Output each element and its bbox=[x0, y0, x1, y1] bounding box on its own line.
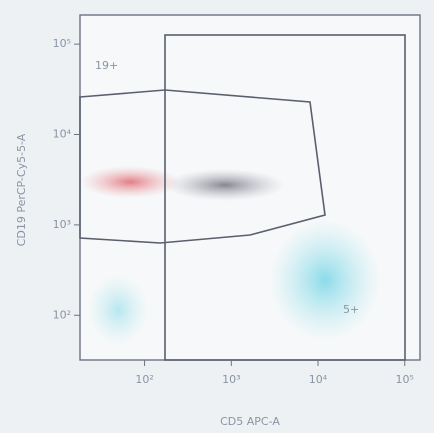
annotation: 19+ bbox=[95, 59, 118, 72]
x-tick-label: 10³ bbox=[222, 373, 240, 386]
x-tick-label: 10⁵ bbox=[396, 373, 414, 386]
population-cloud bbox=[88, 275, 148, 345]
x-tick-label: 10² bbox=[135, 373, 153, 386]
x-axis-label: CD5 APC-A bbox=[220, 415, 280, 428]
y-tick-label: 10³ bbox=[53, 218, 71, 231]
gate-19 bbox=[79, 89, 326, 244]
annotation: 5+ bbox=[343, 303, 359, 316]
y-axis-label: CD19 PerCP-Cy5-5-A bbox=[15, 133, 28, 246]
x-tick-label: 10⁴ bbox=[309, 373, 328, 386]
population-cloud bbox=[80, 166, 180, 198]
population-cloud bbox=[165, 169, 285, 201]
y-tick-label: 10⁵ bbox=[53, 37, 71, 50]
y-tick-label: 10⁴ bbox=[53, 128, 72, 141]
population-cloud bbox=[270, 220, 380, 340]
y-tick-label: 10² bbox=[53, 308, 71, 321]
gate-5 bbox=[164, 34, 406, 361]
